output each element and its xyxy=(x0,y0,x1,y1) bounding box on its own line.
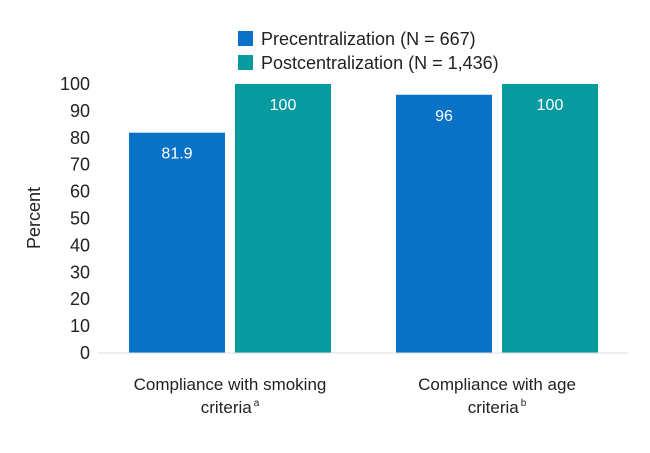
y-tick-label: 20 xyxy=(70,289,90,309)
y-tick-label: 70 xyxy=(70,155,90,175)
y-tick-label: 80 xyxy=(70,128,90,148)
y-tick-label: 60 xyxy=(70,182,90,202)
y-axis-title: Percent xyxy=(24,187,44,249)
y-tick-label: 10 xyxy=(70,316,90,336)
bar xyxy=(129,132,225,353)
bar-value-label: 81.9 xyxy=(161,146,192,163)
y-tick-label: 90 xyxy=(70,101,90,121)
legend-label-postcentralization: Postcentralization (N = 1,436) xyxy=(261,53,499,73)
category-label: criteria b xyxy=(468,398,527,417)
y-tick-label: 0 xyxy=(80,343,90,363)
legend: Precentralization (N = 667) Postcentrali… xyxy=(238,29,499,73)
y-tick-label: 50 xyxy=(70,209,90,229)
bar xyxy=(396,94,492,353)
bars: 81.9 96 100 100 xyxy=(129,84,598,353)
bar xyxy=(235,84,331,353)
y-tick-label: 30 xyxy=(70,262,90,282)
bar xyxy=(502,84,598,353)
bar-value-label: 96 xyxy=(435,108,453,125)
legend-swatch-precentralization xyxy=(238,31,253,46)
bar-value-label: 100 xyxy=(537,97,564,114)
legend-swatch-postcentralization xyxy=(238,55,253,70)
bar-value-label: 100 xyxy=(270,97,297,114)
legend-label-precentralization: Precentralization (N = 667) xyxy=(261,29,476,49)
category-label: Compliance with age xyxy=(418,375,576,394)
category-labels: Compliance with smoking criteria a Complian… xyxy=(134,375,576,417)
y-tick-label: 100 xyxy=(60,74,90,94)
y-axis-ticks: 0 10 20 30 40 50 60 70 80 90 100 xyxy=(60,74,90,363)
y-tick-label: 40 xyxy=(70,235,90,255)
category-label: criteria a xyxy=(201,398,260,417)
category-label: Compliance with smoking xyxy=(134,375,327,394)
